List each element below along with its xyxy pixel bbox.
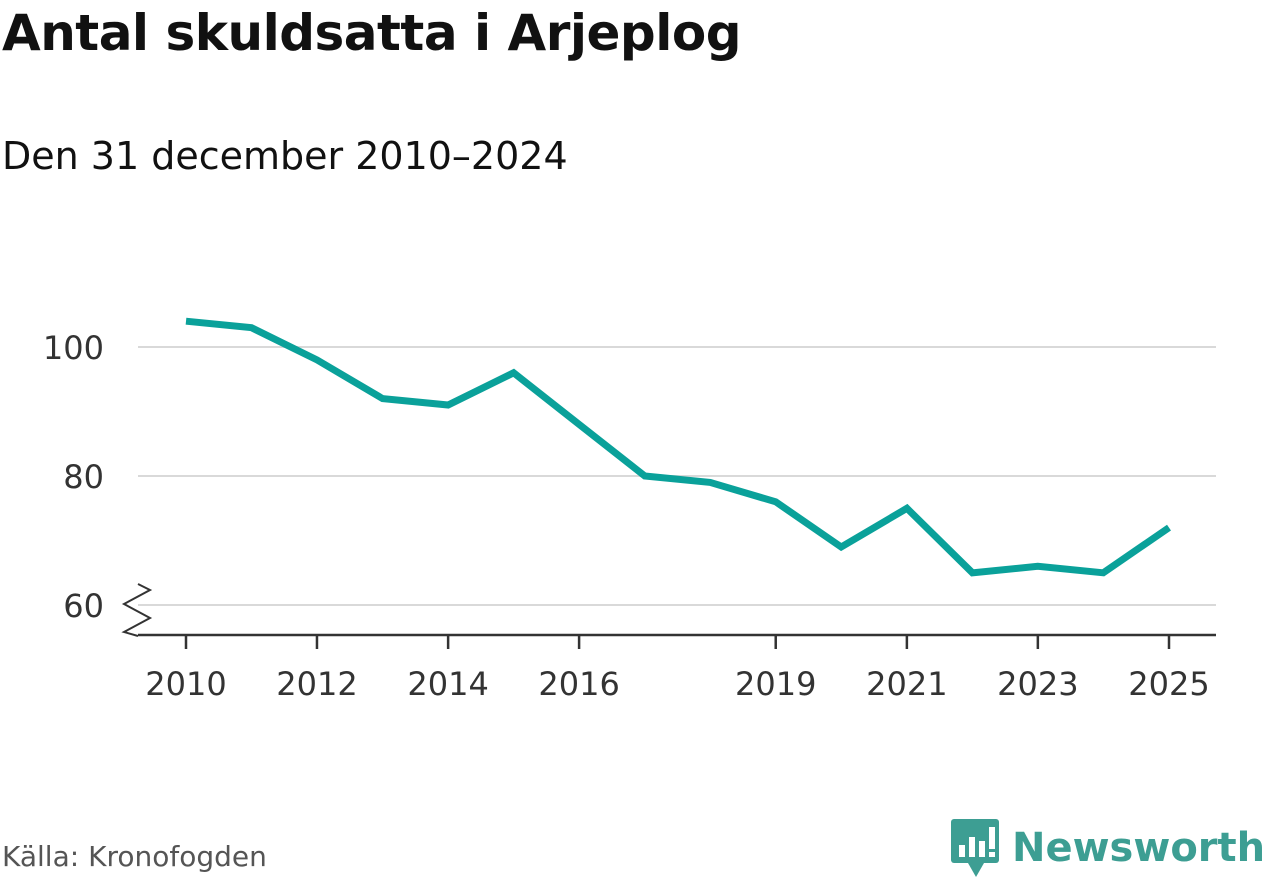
x-tick-label: 2016 [538,665,619,703]
y-tick-label: 100 [43,329,104,367]
x-tick-label: 2021 [866,665,947,703]
axis-break-icon [124,584,150,636]
brand-logo: Newsworthy [950,816,1262,880]
x-tick-label: 2014 [407,665,488,703]
tick-labels: 60 80 100 2010 2012 2014 2016 2019 2021 2023 2025 [43,329,1210,703]
y-tick-label: 60 [63,587,104,625]
source-note: Källa: Kronofogden [2,840,267,873]
series-layer [186,321,1169,573]
newsworthy-icon [950,817,1002,879]
x-tick-label: 2025 [1128,665,1209,703]
x-tick-label: 2019 [735,665,816,703]
y-tick-label: 80 [63,458,104,496]
x-tick-label: 2012 [276,665,357,703]
axes [124,584,1216,649]
series-line-0 [186,321,1169,573]
brand-name: Newsworthy [1012,825,1262,871]
x-tick-label: 2023 [997,665,1078,703]
x-tick-label: 2010 [145,665,226,703]
